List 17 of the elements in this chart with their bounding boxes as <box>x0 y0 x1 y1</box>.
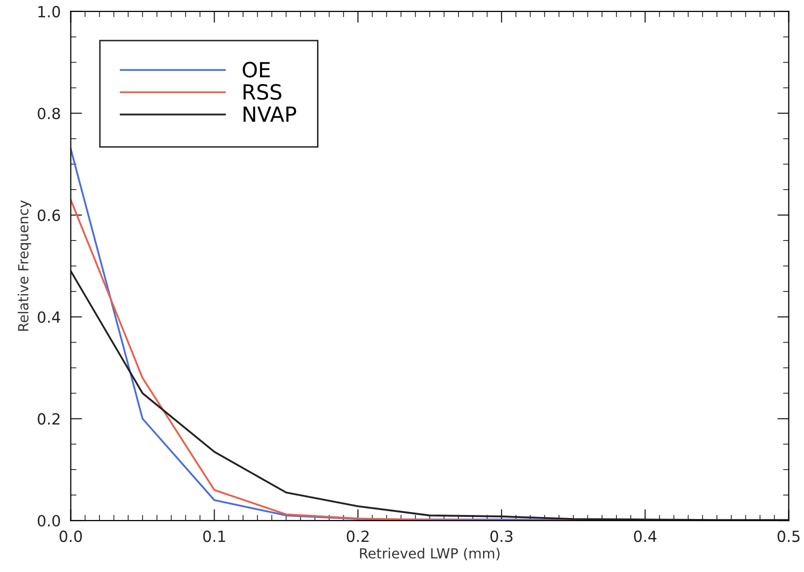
y-tick-label: 0.6 <box>38 210 60 222</box>
legend-label: OE <box>242 62 270 78</box>
y-tick-label: 0.4 <box>38 311 60 323</box>
y-tick-label: 0.2 <box>38 413 60 425</box>
x-tick-label: 0.1 <box>203 530 226 542</box>
y-axis-title: Relative Frequency <box>18 200 32 331</box>
legend-label: RSS <box>244 84 282 100</box>
y-tick-label: 0.8 <box>38 108 60 120</box>
x-tick-label: 0.0 <box>60 530 82 542</box>
x-axis-title: Retrieved LWP (mm) <box>360 548 500 560</box>
x-tick-label: 0.5 <box>778 530 800 542</box>
x-tick-label: 0.2 <box>346 530 369 542</box>
x-tick-label: 0.4 <box>634 530 656 542</box>
y-tick-label: 0.0 <box>38 514 60 527</box>
y-tick-label: 1.0 <box>38 6 60 18</box>
legend-label: NVAP <box>244 106 296 122</box>
x-tick-label: 0.3 <box>490 530 512 542</box>
